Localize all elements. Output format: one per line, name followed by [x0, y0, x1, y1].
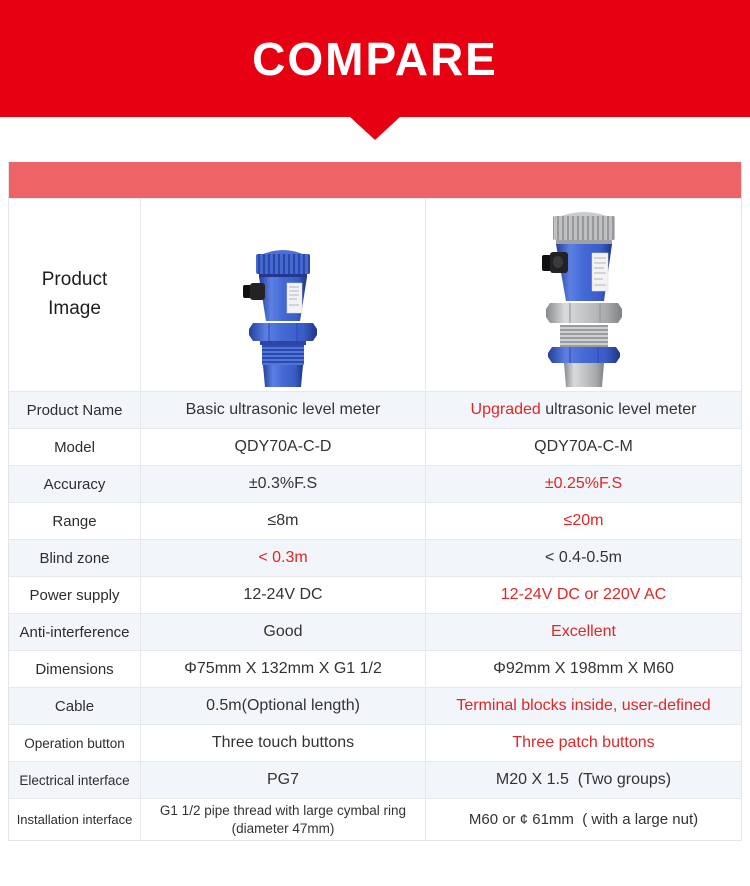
- basic-value: PG7: [141, 762, 426, 798]
- basic-value: 0.5m(Optional length): [141, 688, 426, 724]
- row-label-cell: Product Image: [9, 199, 141, 391]
- product-photo-upgraded: [541, 212, 622, 387]
- row-label: Product Name: [9, 392, 141, 428]
- upgraded-value: Excellent: [551, 623, 616, 640]
- table-row-operation-button: Operation button Three touch buttons Thr…: [9, 724, 741, 761]
- compare-banner: COMPARE: [0, 0, 750, 117]
- upgraded-value: QDY70A-C-M: [534, 438, 633, 455]
- basic-product-photo-cell: [141, 199, 426, 391]
- row-label: Blind zone: [9, 540, 141, 576]
- product-image-label: Product Image: [41, 269, 108, 319]
- table-row-range: Range ≤8m ≤20m: [9, 502, 741, 539]
- basic-value: ±0.3%F.S: [141, 466, 426, 502]
- upgraded-value: ≤20m: [563, 512, 604, 529]
- upgraded-value: 12-24V DC or 220V AC: [500, 586, 667, 603]
- table-row-product-name: Product Name Basic ultrasonic level mete…: [9, 391, 741, 428]
- upgraded-value: Upgraded ultrasonic level meter: [426, 392, 741, 428]
- banner-title: COMPARE: [252, 32, 498, 85]
- basic-value: G1 1/2 pipe thread with large cymbal rin…: [141, 799, 426, 841]
- row-label: Electrical interface: [9, 762, 141, 798]
- table-row-installation-interface: Installation interface G1 1/2 pipe threa…: [9, 798, 741, 841]
- table-row-model: Model QDY70A-C-D QDY70A-C-M: [9, 428, 741, 465]
- basic-value: < 0.3m: [141, 540, 426, 576]
- basic-value: Basic ultrasonic level meter: [141, 392, 426, 428]
- row-label: Anti-interference: [9, 614, 141, 650]
- upgraded-product-photo-cell: [426, 199, 741, 391]
- upgraded-value: Terminal blocks inside, user-defined: [456, 697, 711, 714]
- row-label: Model: [9, 429, 141, 465]
- row-label: Dimensions: [9, 651, 141, 687]
- table-row-power-supply: Power supply 12-24V DC 12-24V DC or 220V…: [9, 576, 741, 613]
- upgraded-value: ±0.25%F.S: [544, 475, 623, 492]
- comparison-table: Product Image: [8, 162, 742, 842]
- table-header-bar: [9, 162, 741, 198]
- upgraded-highlight: Upgraded: [470, 401, 541, 418]
- row-label: Installation interface: [9, 799, 141, 841]
- basic-value: Φ75mm X 132mm X G1 1/2: [141, 651, 426, 687]
- basic-value: Three touch buttons: [141, 725, 426, 761]
- upgraded-value: M20 X 1.5 (Two groups): [495, 771, 672, 788]
- row-label: Operation button: [9, 725, 141, 761]
- upgraded-value: M60 or ¢ 61mm ( with a large nut): [468, 811, 699, 829]
- table-row-accuracy: Accuracy ±0.3%F.S ±0.25%F.S: [9, 465, 741, 502]
- basic-value: QDY70A-C-D: [141, 429, 426, 465]
- basic-value: Good: [141, 614, 426, 650]
- upgraded-value: Φ92mm X 198mm X M60: [493, 660, 674, 677]
- table-row-electrical-interface: Electrical interface PG7 M20 X 1.5 (Two …: [9, 761, 741, 798]
- basic-value: 12-24V DC: [141, 577, 426, 613]
- product-photo-basic: [243, 250, 317, 387]
- row-label: Power supply: [9, 577, 141, 613]
- table-row-anti-interference: Anti-interference Good Excellent: [9, 613, 741, 650]
- table-row-blind-zone: Blind zone < 0.3m < 0.4-0.5m: [9, 539, 741, 576]
- basic-value-line1: G1 1/2 pipe thread with large cymbal rin…: [159, 803, 407, 818]
- banner-pointer-triangle: [350, 117, 400, 140]
- basic-value: ≤8m: [141, 503, 426, 539]
- upgraded-rest: ultrasonic level meter: [540, 401, 697, 418]
- row-label: Range: [9, 503, 141, 539]
- row-label: Cable: [9, 688, 141, 724]
- table-row-dimensions: Dimensions Φ75mm X 132mm X G1 1/2 Φ92mm …: [9, 650, 741, 687]
- table-row-cable: Cable 0.5m(Optional length) Terminal blo…: [9, 687, 741, 724]
- upgraded-value: < 0.4-0.5m: [545, 549, 622, 566]
- upgraded-value: Three patch buttons: [512, 734, 655, 751]
- row-label: Accuracy: [9, 466, 141, 502]
- basic-value-line2: (diameter 47mm): [231, 820, 335, 836]
- table-row-product-image: Product Image: [9, 198, 741, 391]
